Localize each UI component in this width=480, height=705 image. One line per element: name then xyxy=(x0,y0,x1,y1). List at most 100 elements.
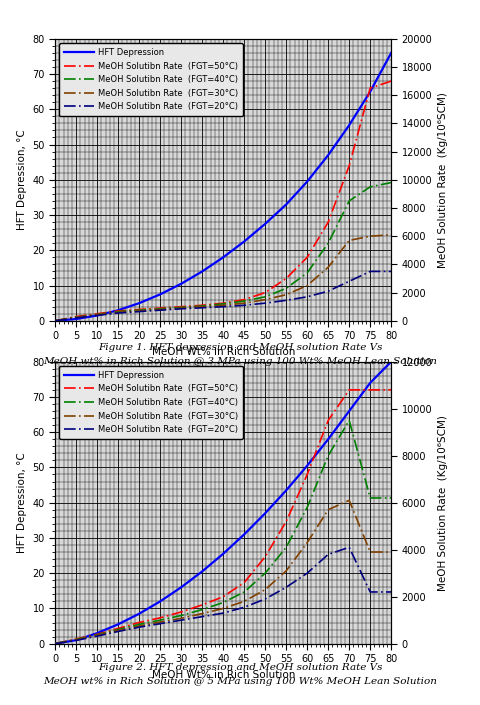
HFT Depression xyxy=(367,87,373,96)
HFT Depression xyxy=(388,357,394,366)
MeOH Solutibn Rate  (FGT=50°C) xyxy=(115,307,121,315)
MeOH Solutibn Rate  (FGT=40°C) xyxy=(325,239,331,247)
MeOH Solutibn Rate  (FGT=20°C) xyxy=(241,603,247,611)
MeOH Solutibn Rate  (FGT=40°C) xyxy=(283,284,289,293)
MeOH Solutibn Rate  (FGT=20°C) xyxy=(94,311,100,319)
Text: MeOH wt% in Rich Solution @ 5 MPa using 100 Wt% MeOH Lean Solution: MeOH wt% in Rich Solution @ 5 MPa using … xyxy=(43,677,437,686)
MeOH Solutibn Rate  (FGT=20°C) xyxy=(52,317,58,325)
MeOH Solutibn Rate  (FGT=50°C) xyxy=(304,253,310,262)
MeOH Solutibn Rate  (FGT=40°C) xyxy=(178,611,184,620)
HFT Depression xyxy=(325,435,331,443)
MeOH Solutibn Rate  (FGT=40°C) xyxy=(367,493,373,502)
HFT Depression xyxy=(325,151,331,159)
HFT Depression xyxy=(388,49,394,57)
MeOH Solutibn Rate  (FGT=20°C) xyxy=(325,550,331,558)
MeOH Solutibn Rate  (FGT=50°C) xyxy=(115,624,121,632)
MeOH Solutibn Rate  (FGT=50°C) xyxy=(262,288,268,297)
MeOH Solutibn Rate  (FGT=20°C) xyxy=(220,609,226,618)
MeOH Solutibn Rate  (FGT=40°C) xyxy=(283,543,289,551)
HFT Depression xyxy=(241,530,247,539)
HFT Depression xyxy=(178,279,184,288)
MeOH Solutibn Rate  (FGT=20°C) xyxy=(283,583,289,591)
MeOH Solutibn Rate  (FGT=50°C) xyxy=(52,639,58,648)
MeOH Solutibn Rate  (FGT=30°C) xyxy=(178,304,184,312)
MeOH Solutibn Rate  (FGT=20°C) xyxy=(199,304,205,312)
MeOH Solutibn Rate  (FGT=50°C) xyxy=(388,386,394,394)
MeOH Solutibn Rate  (FGT=30°C) xyxy=(325,263,331,271)
MeOH Solutibn Rate  (FGT=30°C) xyxy=(94,310,100,319)
HFT Depression xyxy=(94,629,100,637)
Line: MeOH Solutibn Rate  (FGT=30°C): MeOH Solutibn Rate (FGT=30°C) xyxy=(55,235,391,321)
HFT Depression xyxy=(157,290,163,299)
MeOH Solutibn Rate  (FGT=40°C) xyxy=(304,269,310,277)
HFT Depression xyxy=(262,219,268,228)
MeOH Solutibn Rate  (FGT=50°C) xyxy=(199,301,205,309)
HFT Depression xyxy=(304,177,310,185)
MeOH Solutibn Rate  (FGT=50°C) xyxy=(157,613,163,622)
HFT Depression xyxy=(367,379,373,387)
MeOH Solutibn Rate  (FGT=40°C) xyxy=(52,317,58,325)
MeOH Solutibn Rate  (FGT=40°C) xyxy=(157,305,163,313)
MeOH Solutibn Rate  (FGT=30°C) xyxy=(241,299,247,307)
HFT Depression xyxy=(136,299,142,307)
MeOH Solutibn Rate  (FGT=20°C) xyxy=(115,627,121,636)
MeOH Solutibn Rate  (FGT=40°C) xyxy=(220,599,226,607)
MeOH Solutibn Rate  (FGT=20°C) xyxy=(136,623,142,632)
MeOH Solutibn Rate  (FGT=50°C) xyxy=(73,312,79,321)
MeOH Solutibn Rate  (FGT=40°C) xyxy=(241,297,247,305)
Y-axis label: MeOH Solution Rate  (Kg/10⁶SCM): MeOH Solution Rate (Kg/10⁶SCM) xyxy=(438,92,448,268)
HFT Depression xyxy=(199,267,205,276)
MeOH Solutibn Rate  (FGT=40°C) xyxy=(136,306,142,314)
MeOH Solutibn Rate  (FGT=30°C) xyxy=(220,301,226,309)
MeOH Solutibn Rate  (FGT=20°C) xyxy=(73,636,79,644)
HFT Depression xyxy=(178,583,184,591)
MeOH Solutibn Rate  (FGT=40°C) xyxy=(325,451,331,460)
MeOH Solutibn Rate  (FGT=50°C) xyxy=(283,274,289,283)
Line: MeOH Solutibn Rate  (FGT=30°C): MeOH Solutibn Rate (FGT=30°C) xyxy=(55,501,391,644)
MeOH Solutibn Rate  (FGT=50°C) xyxy=(241,578,247,587)
Line: HFT Depression: HFT Depression xyxy=(55,53,391,321)
Line: MeOH Solutibn Rate  (FGT=40°C): MeOH Solutibn Rate (FGT=40°C) xyxy=(55,183,391,321)
MeOH Solutibn Rate  (FGT=50°C) xyxy=(94,309,100,318)
MeOH Solutibn Rate  (FGT=20°C) xyxy=(220,302,226,311)
MeOH Solutibn Rate  (FGT=20°C) xyxy=(262,299,268,307)
MeOH Solutibn Rate  (FGT=30°C) xyxy=(136,622,142,630)
MeOH Solutibn Rate  (FGT=40°C) xyxy=(199,606,205,614)
MeOH Solutibn Rate  (FGT=20°C) xyxy=(73,314,79,322)
MeOH Solutibn Rate  (FGT=30°C) xyxy=(157,618,163,626)
MeOH Solutibn Rate  (FGT=30°C) xyxy=(52,639,58,648)
X-axis label: MeOH Wt% in Rich Solution: MeOH Wt% in Rich Solution xyxy=(152,670,295,680)
Y-axis label: HFT Depression, °C: HFT Depression, °C xyxy=(17,453,27,553)
MeOH Solutibn Rate  (FGT=40°C) xyxy=(346,416,352,424)
HFT Depression xyxy=(157,597,163,606)
MeOH Solutibn Rate  (FGT=50°C) xyxy=(178,302,184,311)
MeOH Solutibn Rate  (FGT=40°C) xyxy=(73,313,79,321)
MeOH Solutibn Rate  (FGT=20°C) xyxy=(346,543,352,551)
MeOH Solutibn Rate  (FGT=30°C) xyxy=(346,236,352,245)
Line: HFT Depression: HFT Depression xyxy=(55,362,391,644)
MeOH Solutibn Rate  (FGT=20°C) xyxy=(136,307,142,316)
HFT Depression xyxy=(115,306,121,314)
MeOH Solutibn Rate  (FGT=30°C) xyxy=(115,626,121,634)
MeOH Solutibn Rate  (FGT=20°C) xyxy=(283,296,289,305)
MeOH Solutibn Rate  (FGT=50°C) xyxy=(304,470,310,479)
MeOH Solutibn Rate  (FGT=30°C) xyxy=(73,313,79,321)
MeOH Solutibn Rate  (FGT=40°C) xyxy=(115,625,121,634)
MeOH Solutibn Rate  (FGT=50°C) xyxy=(388,77,394,85)
HFT Depression xyxy=(283,486,289,495)
MeOH Solutibn Rate  (FGT=30°C) xyxy=(388,548,394,556)
MeOH Solutibn Rate  (FGT=40°C) xyxy=(388,178,394,187)
MeOH Solutibn Rate  (FGT=30°C) xyxy=(157,305,163,314)
MeOH Solutibn Rate  (FGT=40°C) xyxy=(262,569,268,577)
MeOH Solutibn Rate  (FGT=30°C) xyxy=(262,295,268,304)
MeOH Solutibn Rate  (FGT=20°C) xyxy=(304,293,310,301)
MeOH Solutibn Rate  (FGT=30°C) xyxy=(304,281,310,290)
Line: MeOH Solutibn Rate  (FGT=50°C): MeOH Solutibn Rate (FGT=50°C) xyxy=(55,81,391,321)
MeOH Solutibn Rate  (FGT=20°C) xyxy=(115,309,121,317)
HFT Depression xyxy=(73,636,79,644)
HFT Depression xyxy=(94,311,100,319)
Line: MeOH Solutibn Rate  (FGT=40°C): MeOH Solutibn Rate (FGT=40°C) xyxy=(55,420,391,644)
MeOH Solutibn Rate  (FGT=50°C) xyxy=(241,295,247,304)
MeOH Solutibn Rate  (FGT=40°C) xyxy=(262,293,268,301)
MeOH Solutibn Rate  (FGT=50°C) xyxy=(157,304,163,312)
